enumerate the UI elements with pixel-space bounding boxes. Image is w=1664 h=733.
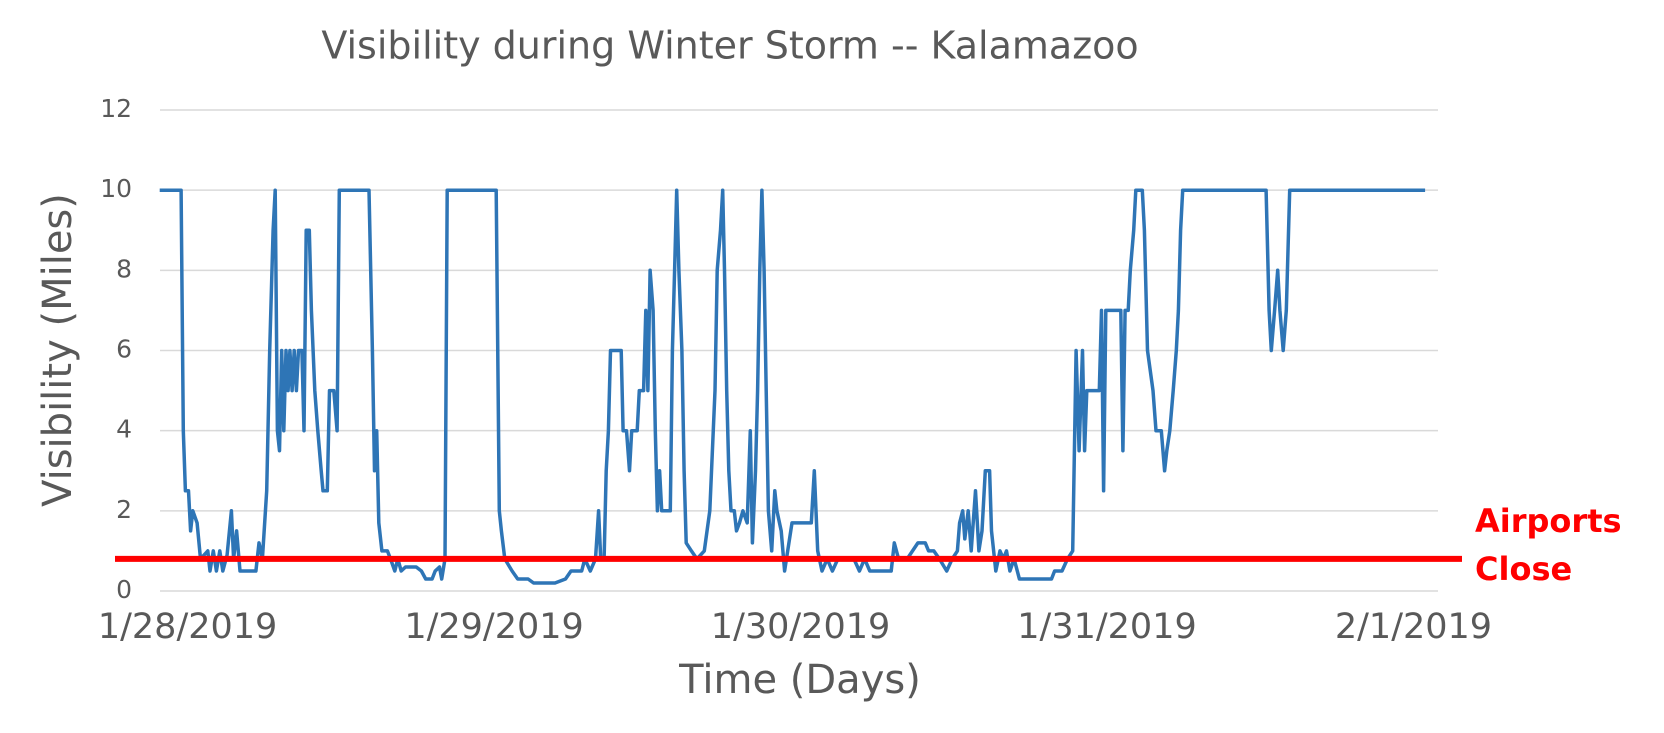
y-tick-label: 10: [100, 174, 132, 203]
y-tick-label: 6: [116, 335, 132, 364]
x-tick-label: 1/29/2019: [404, 607, 583, 647]
chart-title: Visibility during Winter Storm -- Kalama…: [321, 24, 1138, 68]
y-tick-label: 2: [116, 495, 132, 524]
y-tick-label: 12: [100, 94, 132, 123]
y-tick-label: 0: [116, 575, 132, 604]
y-tick-label: 8: [116, 254, 132, 283]
annotation-line: Close: [1475, 550, 1572, 588]
x-tick-label: 1/28/2019: [98, 607, 277, 647]
x-tick-label: 2/1/2019: [1335, 607, 1492, 647]
y-axis-title: Visibility (Miles): [35, 193, 81, 507]
x-tick-label: 1/30/2019: [711, 607, 890, 647]
x-axis-title: Time (Days): [678, 657, 921, 703]
x-tick-label: 1/31/2019: [1017, 607, 1196, 647]
y-tick-label: 4: [116, 415, 132, 444]
annotation-line: Airports: [1475, 502, 1622, 540]
annotation: Airports Close: [1475, 502, 1622, 588]
data-line: [159, 188, 1426, 585]
